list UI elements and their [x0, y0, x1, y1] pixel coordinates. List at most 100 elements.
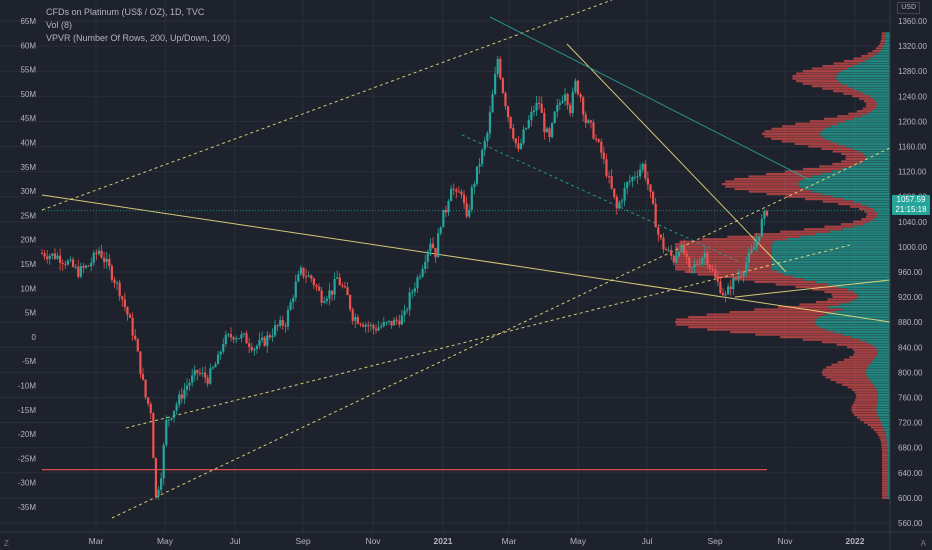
candle-body [752, 246, 756, 250]
vpvr-bar-up [804, 177, 890, 181]
candle-body [56, 255, 59, 259]
vpvr-bar-down [875, 47, 883, 50]
vpvr-bar-down [881, 443, 888, 447]
candle-body [294, 281, 297, 299]
candle-body [494, 74, 497, 95]
candle-body [90, 262, 93, 267]
right-axis-tick-label: 600.00 [898, 494, 923, 503]
vpvr-bar-down [811, 67, 848, 70]
vpvr-bar-down [822, 200, 854, 203]
auto-scale-button[interactable]: A [920, 539, 926, 548]
vpvr-bar-down [775, 283, 828, 286]
vpvr-profile [675, 32, 890, 499]
vpvr-bar-down [707, 328, 826, 331]
candle-body [475, 166, 479, 184]
candle-body [740, 275, 743, 277]
vpvr-bar-down [734, 187, 805, 191]
candle-body [123, 299, 126, 308]
vpvr-bar-down [851, 408, 877, 412]
vpvr-bar-up [842, 167, 890, 171]
x-tick-label: 2022 [846, 536, 865, 546]
vpvr-bar-down [748, 190, 813, 193]
candle-body [369, 324, 372, 326]
volume-indicator-label[interactable]: Vol (8) [46, 20, 73, 30]
vpvr-bar-up [815, 233, 890, 236]
right-axis-tick-label: 760.00 [898, 394, 923, 403]
candle-body [701, 258, 704, 264]
candle-body [550, 122, 554, 137]
candle-body [281, 320, 284, 326]
vpvr-bar-up [815, 318, 890, 321]
vpvr-bar-up [879, 418, 890, 422]
vpvr-bar-down [822, 87, 853, 90]
vpvr-bar-down [852, 411, 877, 414]
vpvr-bar-down [882, 489, 888, 492]
left-axis-tick-label: 45M [20, 114, 36, 123]
candle-body [408, 292, 411, 310]
symbol-title[interactable]: CFDs on Platinum (US$ / OZ), 1D, TVC [46, 7, 205, 17]
vpvr-bar-up [812, 175, 890, 178]
candle-body [253, 349, 256, 351]
vpvr-bar-up [771, 248, 890, 251]
zoom-button[interactable]: Z [4, 539, 9, 548]
vpvr-bar-down [832, 150, 859, 153]
candle-body [496, 58, 499, 75]
currency-label[interactable]: USD [897, 2, 920, 14]
vpvr-bar-down [803, 167, 843, 171]
candle-body [53, 253, 57, 259]
vpvr-bar-up [837, 122, 890, 125]
vpvr-bar-down [842, 383, 874, 386]
candle-body [299, 267, 303, 275]
vpvr-bar-up [887, 491, 890, 494]
candle-body [721, 293, 725, 296]
candle-body [273, 325, 277, 336]
vpvr-bar-down [882, 476, 888, 479]
vpvr-bar-down [827, 298, 856, 301]
candle-body [421, 268, 424, 277]
candle-body [527, 119, 530, 128]
candle-body [255, 345, 259, 350]
candle-body [763, 211, 766, 219]
vpvr-bar-up [871, 361, 890, 364]
candle-body [149, 403, 152, 414]
vpvr-bar-down [721, 182, 798, 186]
candle-body [411, 291, 414, 293]
vpvr-bar-up [873, 383, 890, 386]
candle-body [538, 102, 541, 104]
candle-body [431, 243, 435, 249]
vpvr-bar-up [814, 321, 890, 324]
vpvr-bar-down [733, 278, 804, 281]
vpvr-indicator-label[interactable]: VPVR (Number Of Rows, 200, Up/Down, 100) [46, 33, 231, 43]
candle-body [460, 191, 463, 195]
vpvr-bar-down [771, 127, 825, 130]
vpvr-bar-down [856, 416, 879, 419]
right-axis-tick-label: 680.00 [898, 444, 923, 453]
vpvr-bar-down [866, 102, 877, 105]
candle-body [82, 266, 85, 268]
candle-body [670, 250, 673, 256]
vpvr-bar-up [834, 331, 890, 334]
vpvr-bar-down [843, 92, 865, 95]
vpvr-bar-down [854, 391, 878, 394]
vpvr-bar-up [799, 185, 890, 188]
candle-body [336, 277, 339, 279]
support-line [734, 279, 891, 298]
vpvr-bar-down [766, 192, 823, 196]
candle-body [69, 259, 72, 261]
vpvr-bar-down [796, 72, 839, 75]
x-tick-label: Sep [707, 536, 722, 546]
vpvr-bar-up [771, 245, 890, 248]
candle-body [478, 164, 481, 167]
vpvr-bar-down [853, 57, 870, 60]
vpvr-bar-up [858, 62, 890, 65]
candle-body [530, 111, 533, 120]
candle-body [128, 314, 132, 318]
vpvr-bar-up [843, 198, 890, 201]
vpvr-bar-down [880, 438, 887, 442]
vpvr-bar-up [838, 285, 890, 289]
vpvr-bar-down [761, 132, 820, 135]
vpvr-bar-up [865, 155, 890, 158]
candle-body [462, 194, 466, 204]
vpvr-bar-up [828, 305, 890, 309]
